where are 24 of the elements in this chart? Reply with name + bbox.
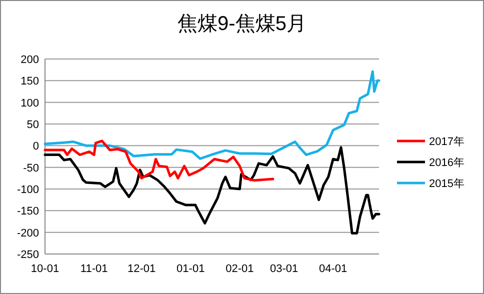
x-tick-label: 01-01 <box>176 263 205 275</box>
x-tick-label: 02-01 <box>226 263 254 275</box>
legend-label: 2017年 <box>429 136 464 148</box>
y-tick-label: 0 <box>32 140 39 153</box>
y-tick-label: 150 <box>20 76 39 88</box>
x-tick-label: 11-01 <box>80 263 108 275</box>
y-tick-label: -250 <box>16 249 39 261</box>
y-tick-label: -150 <box>16 206 39 218</box>
legend-label: 2015年 <box>429 178 464 190</box>
x-tick-label: 12-01 <box>127 263 156 275</box>
y-tick-label: -200 <box>16 227 39 240</box>
y-tick-label: 200 <box>20 54 39 66</box>
line-series <box>44 140 274 182</box>
x-tick-label: 03-01 <box>270 263 298 275</box>
x-tick-label: 04-01 <box>319 263 348 275</box>
y-tick-label: 50 <box>26 119 39 131</box>
x-tick-label: 10-01 <box>30 263 60 275</box>
y-tick-label: 100 <box>20 97 39 110</box>
line-series <box>44 70 380 160</box>
y-tick-label: -100 <box>16 184 39 196</box>
line-series <box>44 146 380 234</box>
y-tick-label: -50 <box>23 162 39 174</box>
chart-title: 焦煤9-焦煤5月 <box>178 13 306 35</box>
legend-label: 2016年 <box>429 157 464 169</box>
